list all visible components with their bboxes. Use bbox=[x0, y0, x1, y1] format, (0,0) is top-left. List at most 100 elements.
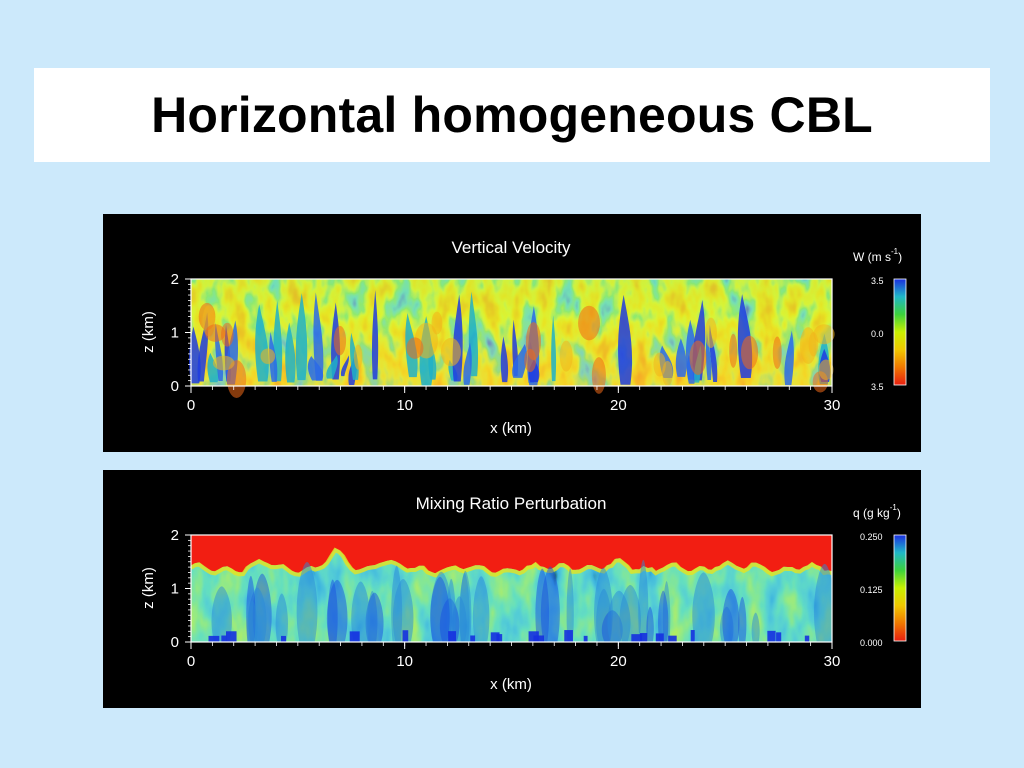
moist-plume bbox=[326, 579, 348, 642]
vertical-velocity-panel: Vertical Velocity 0 1 2 0 10 20 30 x (km) z (k… bbox=[103, 214, 921, 452]
surface-moisture bbox=[804, 635, 810, 642]
downdraft-patch bbox=[729, 333, 738, 368]
surface-moisture bbox=[528, 631, 539, 642]
surface-moisture bbox=[208, 635, 220, 642]
moist-plume bbox=[430, 576, 450, 642]
surface-moisture bbox=[690, 630, 695, 642]
moist-plume bbox=[275, 593, 288, 642]
x-tick-label: 30 bbox=[824, 397, 841, 414]
heatmap-field bbox=[189, 279, 835, 398]
chart-title: Mixing Ratio Perturbation bbox=[416, 494, 607, 513]
updraft-plume bbox=[618, 294, 633, 385]
y-tick-label: 0 bbox=[171, 634, 179, 651]
x-tick-label: 10 bbox=[396, 653, 413, 670]
updraft-plumes bbox=[189, 290, 835, 398]
title-box: Horizontal homogeneous CBL bbox=[34, 68, 990, 162]
moist-plumes bbox=[208, 559, 832, 642]
moist-plume bbox=[814, 563, 832, 642]
colorbar-tick-top: 0.250 bbox=[860, 532, 883, 542]
downdraft-patch bbox=[524, 348, 537, 373]
y-tick-label: 2 bbox=[171, 271, 179, 288]
moist-plume bbox=[751, 612, 760, 642]
surface-moisture bbox=[640, 633, 648, 642]
dry-layer bbox=[191, 535, 832, 574]
moist-plume bbox=[540, 566, 560, 642]
colorbar-tick-mid: 0.0 bbox=[871, 329, 884, 339]
surface-moisture bbox=[490, 632, 500, 642]
updraft-plume bbox=[307, 356, 324, 381]
downdraft-patch bbox=[813, 324, 835, 345]
updraft-plume bbox=[295, 293, 308, 381]
updraft-plume bbox=[326, 355, 338, 379]
moist-plume bbox=[296, 561, 318, 642]
colorbar-label: q (g kg-1) bbox=[853, 503, 901, 520]
x-axis-label: x (km) bbox=[490, 420, 532, 437]
surface-moisture bbox=[402, 630, 409, 642]
surface-moisture bbox=[564, 630, 573, 642]
updraft-plume bbox=[463, 342, 472, 385]
y-axis-label: z (km) bbox=[140, 567, 157, 609]
updraft-plume bbox=[784, 330, 794, 386]
downdraft-patch bbox=[431, 311, 443, 335]
downdraft-patch bbox=[689, 340, 707, 375]
surface-moisture bbox=[631, 634, 643, 642]
x-axis-label: x (km) bbox=[490, 676, 532, 693]
moist-plume bbox=[472, 576, 490, 642]
surface-moisture bbox=[668, 635, 677, 642]
x-tick-label: 10 bbox=[396, 397, 413, 414]
updraft-plume bbox=[686, 354, 696, 384]
surface-moisture bbox=[221, 635, 227, 642]
moist-plume bbox=[722, 589, 740, 642]
downdraft-patch bbox=[772, 336, 782, 369]
y-tick-label: 0 bbox=[171, 378, 179, 395]
colorbar-tick-mid: 0.125 bbox=[860, 585, 883, 595]
downdraft-patch bbox=[440, 337, 461, 367]
updraft-plume bbox=[675, 338, 687, 377]
surface-moisture bbox=[583, 635, 588, 642]
updraft-plume bbox=[551, 315, 557, 382]
surface-moisture bbox=[470, 635, 476, 642]
colorbar-tick-bottom: 3.5 bbox=[871, 382, 884, 392]
updraft-plume bbox=[313, 292, 324, 381]
downdraft-patch bbox=[205, 324, 226, 342]
updraft-plume bbox=[340, 355, 349, 377]
entrainment-zone bbox=[191, 547, 832, 578]
downdraft-patch bbox=[226, 360, 247, 398]
colorbar-scale bbox=[893, 534, 907, 642]
surface-moisture bbox=[767, 630, 776, 642]
downdraft-patch bbox=[653, 352, 666, 377]
colorbar-tick-bottom: 0.000 bbox=[860, 638, 883, 648]
moist-plume bbox=[392, 579, 414, 642]
downdraft-patch bbox=[212, 355, 235, 371]
moist-plume bbox=[607, 590, 631, 642]
x-tick-label: 20 bbox=[610, 653, 627, 670]
moist-plume bbox=[738, 596, 747, 642]
moist-plume bbox=[365, 592, 384, 642]
colorbar-tick-top: 3.5 bbox=[871, 276, 884, 286]
x-tick-label: 30 bbox=[824, 653, 841, 670]
updraft-plume bbox=[512, 344, 528, 378]
downdraft-patch bbox=[818, 359, 834, 381]
y-tick-label: 1 bbox=[171, 581, 179, 598]
downdraft-patch bbox=[559, 340, 573, 372]
x-tick-label: 0 bbox=[187, 653, 195, 670]
y-tick-label: 2 bbox=[171, 527, 179, 544]
updraft-plume bbox=[207, 352, 219, 383]
x-tick-label: 0 bbox=[187, 397, 195, 414]
moist-plume bbox=[658, 590, 669, 642]
colorbar: q (g kg-1) 0.250 0.125 0.000 bbox=[853, 503, 907, 648]
moist-plume bbox=[646, 606, 654, 642]
downdraft-patch bbox=[741, 335, 759, 370]
surface-moisture bbox=[349, 631, 360, 642]
colorbar-label: W (m s-1) bbox=[853, 247, 902, 264]
downdraft-patch bbox=[406, 337, 424, 359]
chart-title: Vertical Velocity bbox=[451, 238, 571, 257]
x-tick-label: 20 bbox=[610, 397, 627, 414]
moist-plume bbox=[692, 572, 715, 642]
updraft-plume bbox=[285, 322, 296, 383]
heatmap-field bbox=[191, 535, 832, 642]
surface-moisture bbox=[655, 633, 664, 642]
